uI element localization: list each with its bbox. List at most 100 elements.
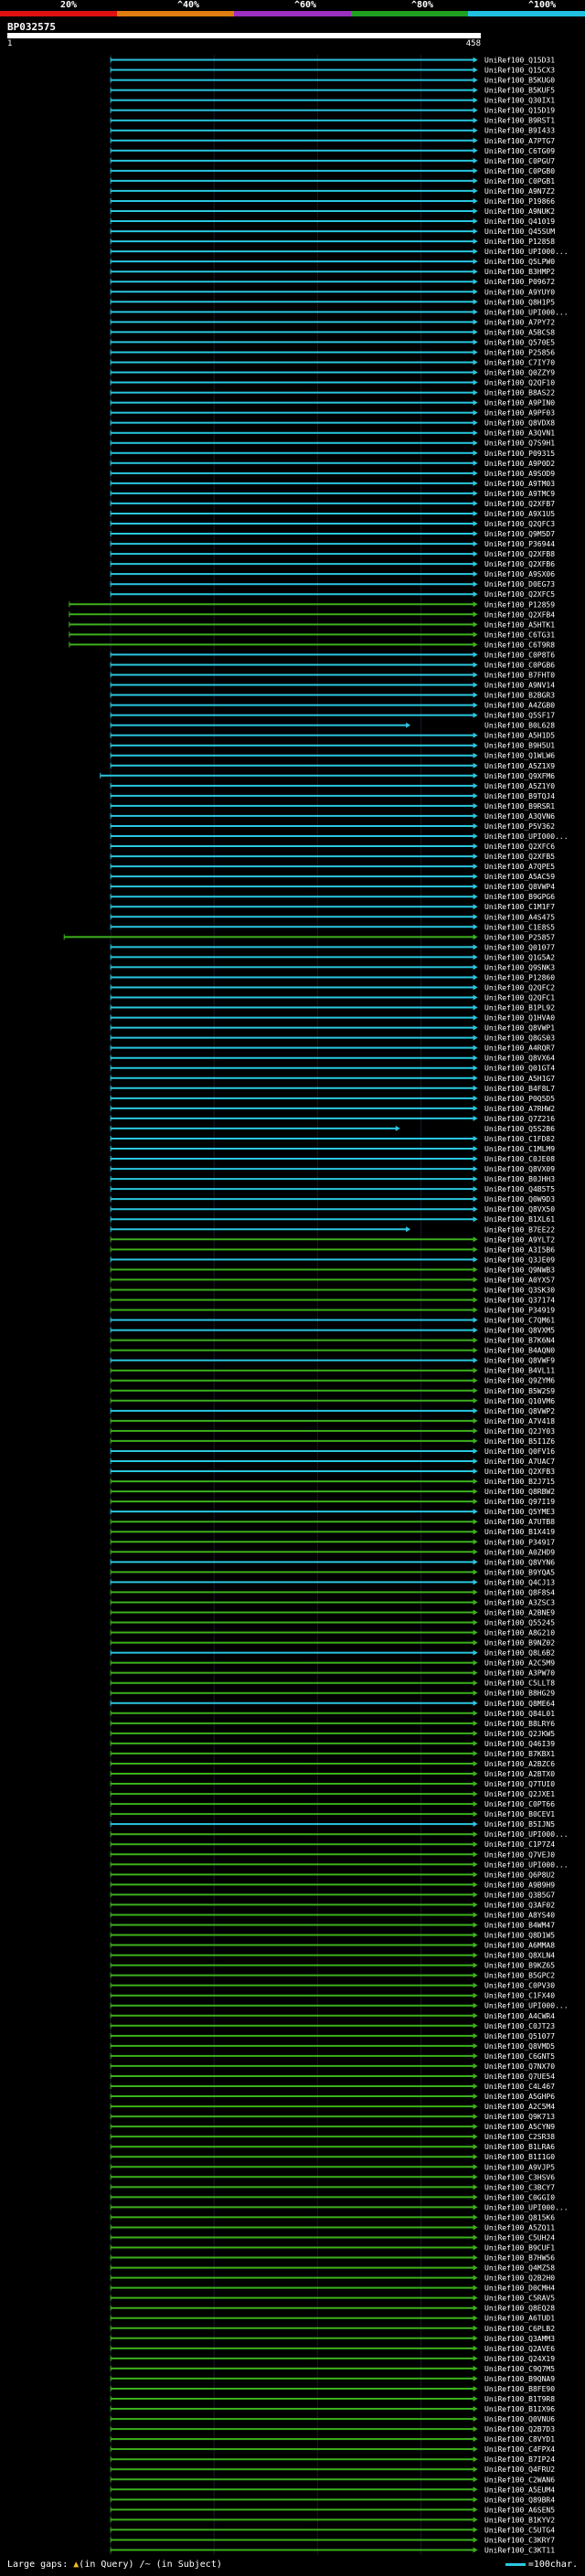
hit-label[interactable]: UniRef100_B1IX96 [484,2405,555,2413]
hit-row[interactable]: UniRef100_Q15CX3 [110,67,555,75]
hit-row[interactable]: UniRef100_Q8VMD5 [110,2042,555,2051]
hit-label[interactable]: UniRef100_Q8VX64 [484,1055,555,1063]
hit-label[interactable]: UniRef100_A7RHW2 [484,1105,555,1113]
hit-label[interactable]: UniRef100_Q2B2H0 [484,2274,555,2283]
hit-row[interactable]: UniRef100_A9N7Z2 [110,187,555,196]
hit-label[interactable]: UniRef100_D0EG73 [484,580,555,588]
hit-row[interactable]: UniRef100_A5EUM4 [110,2486,555,2494]
hit-row[interactable]: UniRef100_Q1G5A2 [110,953,555,961]
hit-label[interactable]: UniRef100_Q8XLN4 [484,1952,555,1960]
hit-row[interactable]: UniRef100_Q5YME3 [110,1508,555,1516]
hit-label[interactable]: UniRef100_B7HW56 [484,2254,555,2263]
hit-row[interactable]: UniRef100_P25856 [110,348,555,356]
hit-row[interactable]: UniRef100_UPI000... [110,308,569,316]
hit-label[interactable]: UniRef100_B9NZ02 [484,1639,555,1648]
hit-label[interactable]: UniRef100_Q0FV16 [484,1447,555,1456]
hit-row[interactable]: UniRef100_A5CYN9 [110,2123,555,2131]
hit-row[interactable]: UniRef100_A9NV14 [110,682,555,690]
hit-label[interactable]: UniRef100_Q2XFB6 [484,560,555,568]
hit-row[interactable]: UniRef100_A6SEN5 [110,2506,555,2514]
hit-row[interactable]: UniRef100_A3ZSC3 [110,1598,555,1606]
hit-label[interactable]: UniRef100_A9SOD9 [484,470,555,478]
hit-row[interactable]: UniRef100_B9TQJ4 [110,792,555,800]
hit-row[interactable]: UniRef100_B9GPG6 [110,893,555,901]
hit-label[interactable]: UniRef100_Q2QF10 [484,379,555,387]
hit-label[interactable]: UniRef100_B9RSR1 [484,802,555,811]
hit-row[interactable]: UniRef100_Q9ZYM6 [110,1377,555,1385]
hit-row[interactable]: UniRef100_Q2XFC5 [110,590,555,599]
hit-row[interactable]: UniRef100_A3PW70 [110,1670,555,1678]
hit-label[interactable]: UniRef100_A9SX06 [484,570,555,578]
hit-label[interactable]: UniRef100_Q1G5A2 [484,953,555,961]
hit-row[interactable]: UniRef100_P09315 [110,450,555,458]
hit-label[interactable]: UniRef100_Q2JXE1 [484,1790,555,1798]
hit-row[interactable]: UniRef100_A7UTB8 [110,1518,555,1526]
hit-row[interactable]: UniRef100_A7PY72 [110,318,555,326]
hit-row[interactable]: UniRef100_Q9M5D7 [110,530,555,538]
hit-row[interactable]: UniRef100_A7RHW2 [110,1105,555,1113]
hit-row[interactable]: UniRef100_C0PGB6 [110,661,555,669]
hit-label[interactable]: UniRef100_Q9SNK3 [484,963,555,971]
hit-row[interactable]: UniRef100_C0P8T6 [110,651,555,659]
hit-row[interactable]: UniRef100_Q3AF02 [110,1901,555,1909]
hit-label[interactable]: UniRef100_C2SR38 [484,2133,555,2141]
hit-label[interactable]: UniRef100_A5GHP6 [484,2093,555,2101]
hit-row[interactable]: UniRef100_Q8ME64 [110,1700,555,1708]
hit-label[interactable]: UniRef100_B1XL61 [484,1215,555,1224]
hit-row[interactable]: UniRef100_Q2B2H0 [110,2274,555,2283]
hit-row[interactable]: UniRef100_A8G210 [110,1629,555,1638]
hit-row[interactable]: UniRef100_P0Q5D5 [110,1095,555,1103]
hit-label[interactable]: UniRef100_B7FHT0 [484,671,555,679]
hit-label[interactable]: UniRef100_B9TQJ4 [484,792,555,800]
hit-row[interactable]: UniRef100_B9RSR1 [110,802,555,811]
hit-row[interactable]: UniRef100_Q7UE54 [110,2072,555,2081]
hit-row[interactable]: UniRef100_Q01077 [110,943,555,951]
hit-row[interactable]: UniRef100_A3QVN1 [110,429,555,438]
hit-label[interactable]: UniRef100_B9GPG6 [484,893,555,901]
hit-label[interactable]: UniRef100_Q8VMD5 [484,2042,555,2051]
hit-row[interactable]: UniRef100_UPI000... [110,248,569,256]
hit-label[interactable]: UniRef100_C9Q7M5 [484,2365,555,2373]
hit-row[interactable]: UniRef100_B0JHH3 [110,1175,555,1183]
hit-row[interactable]: UniRef100_Q46I39 [110,1740,555,1748]
hit-row[interactable]: UniRef100_Q24X19 [110,2355,555,2363]
hit-row[interactable]: UniRef100_A4CWR4 [110,2012,555,2020]
hit-row[interactable]: UniRef100_Q8VX64 [110,1055,555,1063]
hit-label[interactable]: UniRef100_Q30IX1 [484,97,555,105]
hit-label[interactable]: UniRef100_C1P7Z4 [484,1840,555,1849]
hit-row[interactable]: UniRef100_Q51077 [110,2032,555,2041]
hit-label[interactable]: UniRef100_A9B9H9 [484,1881,555,1889]
hit-label[interactable]: UniRef100_Q01077 [484,943,555,951]
hit-label[interactable]: UniRef100_C1E8S5 [484,923,555,931]
hit-label[interactable]: UniRef100_Q9K713 [484,2113,555,2121]
hit-row[interactable]: UniRef100_Q8GS03 [110,1034,555,1043]
hit-label[interactable]: UniRef100_B7EE22 [484,1225,555,1234]
hit-label[interactable]: UniRef100_A5Z1X9 [484,762,555,770]
hit-label[interactable]: UniRef100_A4RQR7 [484,1044,555,1053]
hit-label[interactable]: UniRef100_A8G210 [484,1629,555,1638]
hit-row[interactable]: UniRef100_B0L628 [110,722,555,730]
hit-row[interactable]: UniRef100_Q5S2B6 [110,1125,555,1133]
hit-label[interactable]: UniRef100_Q0VNU6 [484,2415,555,2423]
hit-row[interactable]: UniRef100_Q4CJ13 [110,1578,555,1586]
hit-row[interactable]: UniRef100_Q5LPW0 [110,258,555,266]
hit-label[interactable]: UniRef100_Q9NWB3 [484,1266,555,1274]
hit-row[interactable]: UniRef100_A9PIN0 [110,399,555,408]
hit-label[interactable]: UniRef100_A4ZGB0 [484,702,555,710]
hit-label[interactable]: UniRef100_C8VYD1 [484,2435,555,2443]
hit-label[interactable]: UniRef100_A4S475 [484,913,555,921]
hit-row[interactable]: UniRef100_Q8D1W5 [110,1932,555,1940]
hit-label[interactable]: UniRef100_P36944 [484,540,555,548]
hit-label[interactable]: UniRef100_Q5YME3 [484,1508,555,1516]
hit-label[interactable]: UniRef100_B9YQA5 [484,1568,555,1576]
hit-label[interactable]: UniRef100_B2BGR3 [484,692,555,700]
hit-row[interactable]: UniRef100_C3HSV6 [110,2173,555,2181]
hit-label[interactable]: UniRef100_C0P8T6 [484,651,555,659]
hit-row[interactable]: UniRef100_Q37174 [110,1296,555,1304]
hit-row[interactable]: UniRef100_Q41019 [110,217,555,226]
hit-row[interactable]: UniRef100_C0PGB0 [110,167,555,175]
hit-label[interactable]: UniRef100_B1KYV2 [484,2516,555,2524]
hit-row[interactable]: UniRef100_B4WM47 [110,1921,555,1929]
hit-label[interactable]: UniRef100_Q7NX70 [484,2062,555,2071]
hit-label[interactable]: UniRef100_A9P0D2 [484,460,555,468]
